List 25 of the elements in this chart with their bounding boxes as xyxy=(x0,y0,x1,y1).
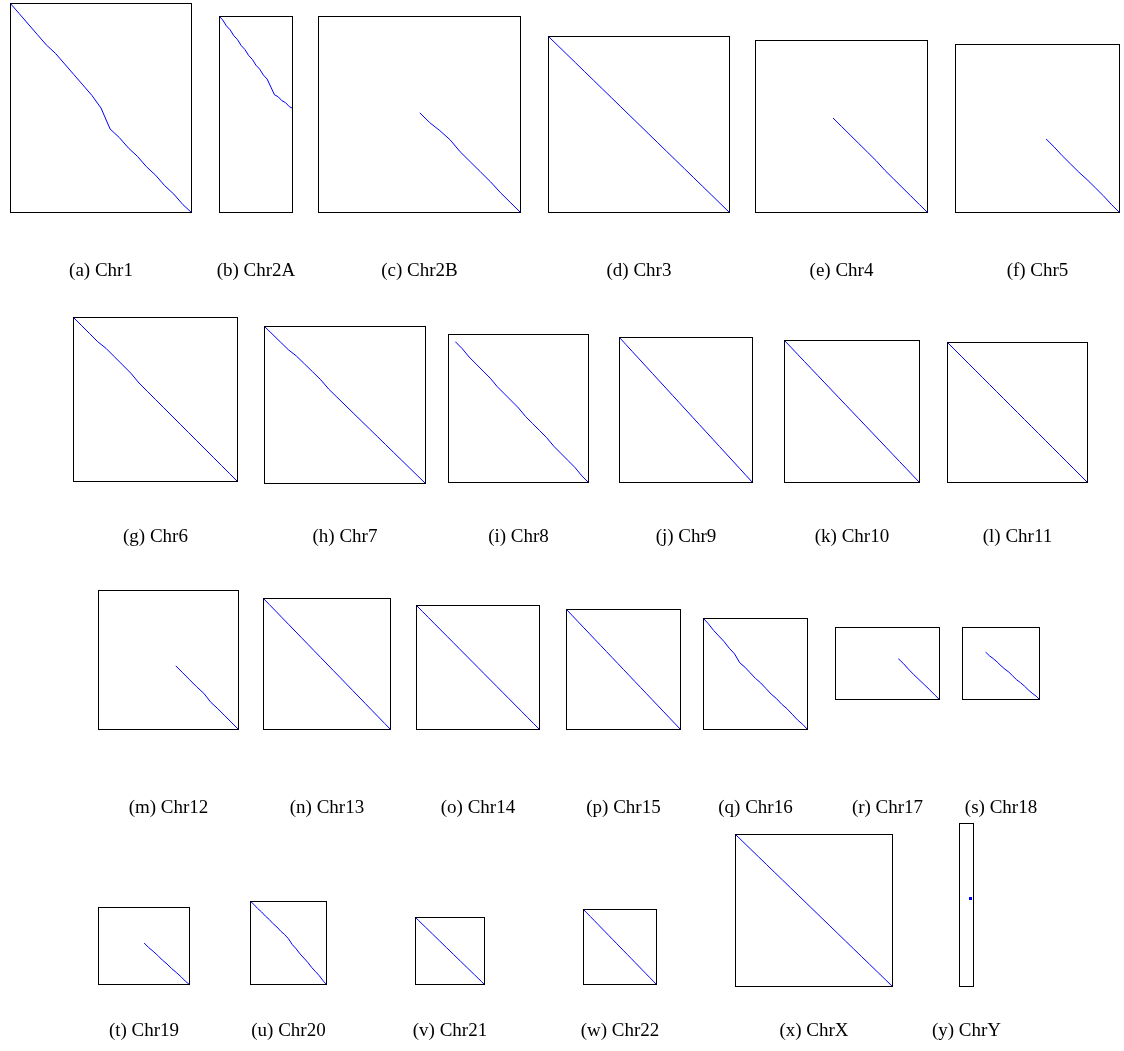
text: (l) Chr11 xyxy=(981,525,1054,547)
text: (n) Chr13 xyxy=(288,796,366,818)
text: (t) Chr19 xyxy=(107,1019,181,1041)
text: (i) Chr8 xyxy=(487,525,550,547)
text: (f) Chr5 xyxy=(1005,259,1070,281)
text: (y) ChrY xyxy=(930,1019,1003,1041)
text: (r) Chr17 xyxy=(851,796,924,817)
text: (k) Chr10 xyxy=(813,525,891,547)
text: (a) Chr1 xyxy=(68,259,134,281)
text: (p) Chr15 xyxy=(585,796,662,818)
text: (v) Chr21 xyxy=(411,1019,489,1041)
text: (x) ChrX xyxy=(778,1019,850,1041)
text: (w) Chr22 xyxy=(579,1019,661,1041)
text: (j) Chr9 xyxy=(654,525,718,547)
text: (u) Chr20 xyxy=(250,1019,327,1041)
text: (s) Chr18 xyxy=(964,796,1038,817)
text: (q) Chr16 xyxy=(717,796,794,818)
text: (g) Chr6 xyxy=(122,525,189,547)
text: (d) Chr3 xyxy=(605,259,673,281)
text: (c) Chr2B xyxy=(380,259,459,281)
text: (m) Chr12 xyxy=(127,796,210,818)
text: (b) Chr2A xyxy=(215,259,297,281)
text: (e) Chr4 xyxy=(808,259,875,281)
text: (h) Chr7 xyxy=(311,525,379,547)
text: (o) Chr14 xyxy=(439,796,517,818)
